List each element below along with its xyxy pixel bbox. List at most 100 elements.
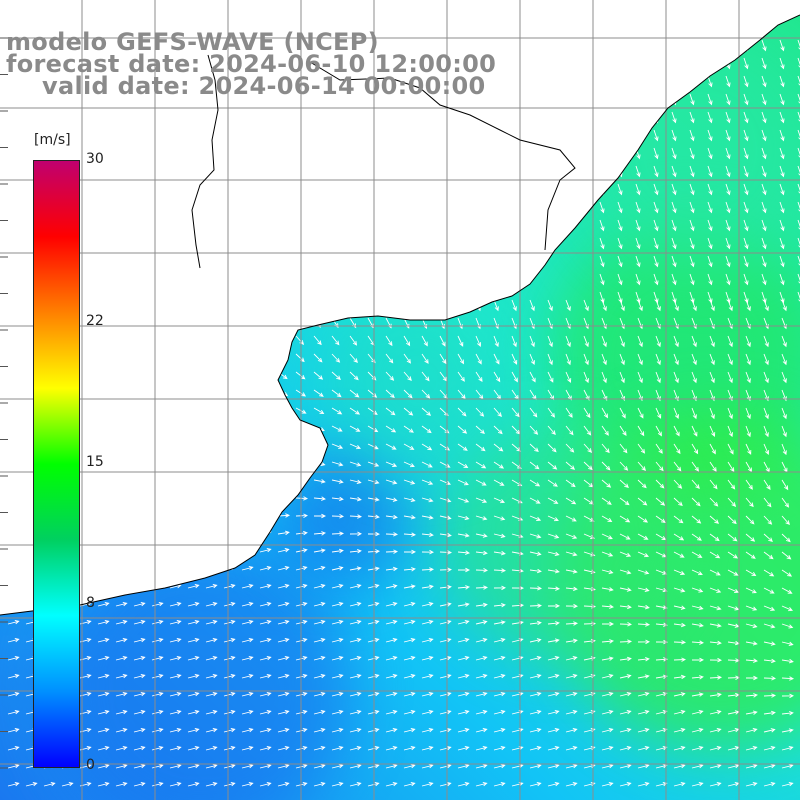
wind-arrow — [313, 565, 326, 571]
wind-arrow — [547, 727, 560, 733]
wind-arrow — [313, 709, 326, 715]
wind-arrow — [169, 425, 182, 430]
wind-arrow — [781, 658, 794, 664]
wind-arrow — [565, 497, 577, 505]
wind-arrow — [637, 425, 645, 437]
wind-arrow — [313, 371, 324, 380]
wind-arrow — [331, 637, 344, 643]
wind-arrow — [241, 443, 254, 448]
wind-arrow — [457, 443, 468, 451]
wind-arrow — [187, 512, 200, 517]
wind-arrow — [259, 299, 267, 310]
wind-arrow — [115, 673, 128, 679]
wind-arrow — [133, 317, 144, 326]
wind-arrow — [617, 201, 623, 214]
wind-arrow — [475, 335, 482, 348]
wind-arrow — [187, 407, 200, 413]
wind-arrow — [673, 407, 679, 420]
wind-arrow — [637, 745, 650, 751]
wind-arrow — [493, 673, 506, 679]
wind-arrow — [673, 763, 686, 769]
wind-arrow — [493, 335, 499, 348]
wind-arrow — [259, 763, 272, 769]
wind-arrow — [457, 637, 470, 643]
wind-arrow — [763, 623, 776, 629]
wind-arrow — [635, 237, 641, 250]
wind-arrow — [457, 299, 463, 312]
wind-arrow — [187, 460, 200, 465]
wind-arrow — [547, 709, 560, 715]
wind-arrow — [385, 299, 391, 312]
wind-arrow — [223, 547, 236, 553]
wind-arrow — [493, 443, 504, 452]
wind-arrow — [655, 515, 666, 523]
wind-arrow — [457, 371, 465, 382]
wind-arrow — [599, 93, 605, 106]
wind-arrow — [671, 255, 677, 268]
wind-arrow — [457, 781, 470, 787]
wind-arrow — [763, 371, 769, 384]
wind-arrow — [241, 655, 254, 661]
wind-arrow — [331, 389, 342, 398]
wind-arrow — [493, 533, 506, 538]
wind-arrow — [403, 709, 416, 715]
wind-arrow — [599, 165, 605, 178]
wind-arrow — [653, 39, 659, 52]
wind-arrow — [619, 674, 632, 679]
wind-arrow — [745, 623, 758, 629]
wind-arrow — [331, 353, 341, 363]
wind-arrow — [653, 75, 659, 88]
wind-arrow — [457, 533, 470, 538]
wind-arrow — [691, 335, 697, 348]
wind-arrow — [673, 657, 686, 662]
wind-arrow — [277, 443, 290, 449]
wind-arrow — [277, 619, 290, 625]
wind-arrow — [205, 389, 218, 396]
wind-arrow — [259, 335, 269, 345]
wind-arrow — [133, 371, 146, 377]
wind-arrow — [187, 477, 201, 482]
wind-arrow — [599, 75, 605, 88]
wind-arrow — [421, 619, 434, 625]
wind-arrow — [151, 619, 164, 625]
wind-arrow — [781, 371, 787, 384]
wind-arrow — [223, 601, 236, 607]
wind-arrow — [671, 129, 677, 142]
wind-arrow — [349, 407, 361, 415]
wind-arrow — [133, 655, 146, 661]
wind-arrow — [97, 763, 110, 769]
wind-arrow — [547, 299, 553, 312]
wind-arrow — [367, 637, 380, 643]
wind-arrow — [241, 407, 254, 413]
wind-arrow — [619, 443, 628, 454]
wind-arrow — [421, 407, 432, 416]
wind-arrow — [457, 353, 464, 365]
wind-arrow — [439, 619, 452, 625]
wind-arrow — [133, 637, 146, 643]
wind-arrow — [349, 601, 362, 607]
wind-arrow — [655, 335, 661, 348]
wind-arrow — [689, 93, 695, 106]
wind-arrow — [421, 745, 434, 751]
wind-arrow — [457, 335, 464, 347]
wind-arrow — [457, 709, 470, 715]
wind-arrow — [619, 709, 632, 715]
wind-arrow — [7, 673, 20, 679]
wind-arrow — [761, 57, 767, 70]
wind-arrow — [421, 673, 434, 679]
wind-arrow — [241, 547, 254, 553]
wind-arrow — [133, 619, 146, 625]
wind-arrow — [565, 691, 578, 697]
wind-arrow — [331, 673, 344, 679]
wind-arrow — [331, 407, 343, 415]
wind-arrow — [367, 461, 380, 467]
wind-arrow — [457, 763, 470, 769]
wind-arrow — [205, 512, 218, 517]
wind-arrow — [169, 477, 182, 482]
wind-arrow — [781, 497, 790, 508]
wind-arrow — [187, 583, 200, 589]
wind-arrow — [779, 291, 785, 304]
wind-arrow — [169, 565, 182, 571]
wind-arrow — [743, 273, 749, 286]
